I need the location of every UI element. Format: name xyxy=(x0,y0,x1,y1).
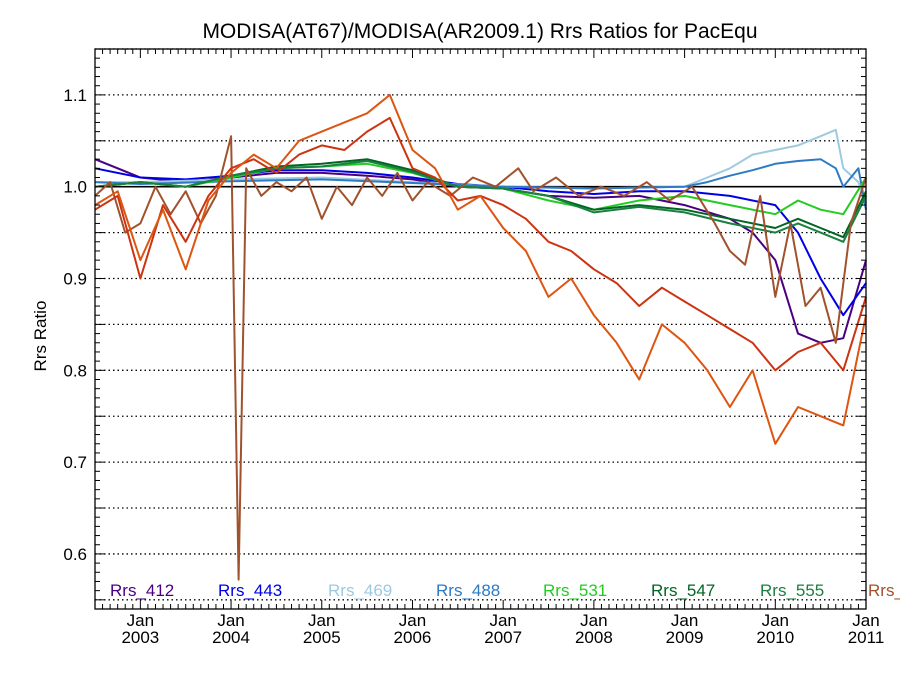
y-tick-label: 0.7 xyxy=(63,453,87,472)
series-line-rrs- xyxy=(94,135,867,581)
legend-entry-rrs-443: Rrs_443 xyxy=(218,581,282,600)
legend-entry-rrs-547: Rrs_547 xyxy=(651,581,715,600)
y-tick-label: 0.9 xyxy=(63,270,87,289)
x-tick-label-month: Jan xyxy=(580,611,607,630)
y-tick-label: 0.6 xyxy=(63,545,87,564)
x-tick-labels: Jan2003Jan2004Jan2005Jan2006Jan2007Jan20… xyxy=(121,611,884,647)
x-tick-label-month: Jan xyxy=(308,611,335,630)
x-tick-label-year: 2004 xyxy=(212,628,250,647)
series-line-rrs-555 xyxy=(94,160,867,243)
legend-entry-rrs-: Rrs_ xyxy=(868,581,900,600)
x-tick-label-year: 2011 xyxy=(848,628,885,647)
x-tick-label-month: Jan xyxy=(399,611,426,630)
legend-entry-rrs-412: Rrs_412 xyxy=(110,581,174,600)
x-tick-label-year: 2006 xyxy=(394,628,432,647)
plot-frame xyxy=(94,48,867,610)
x-tick-label-year: 2010 xyxy=(756,628,794,647)
legend: Rrs_412 Rrs_443 Rrs_469 Rrs_488 Rrs_531 Rrs_5… xyxy=(110,581,900,600)
y-tick-label: 0.8 xyxy=(63,361,87,380)
y-tick-labels: 0.6 0.7 0.8 0.9 1.0 1.1 xyxy=(63,86,87,564)
x-tick-label-month: Jan xyxy=(127,611,154,630)
series-line-unlabeled-9 xyxy=(94,93,867,445)
x-tick-label-month: Jan xyxy=(489,611,516,630)
x-tick-label-year: 2007 xyxy=(484,628,522,647)
x-tick-label-month: Jan xyxy=(852,611,879,630)
x-tick-label-year: 2009 xyxy=(666,628,704,647)
x-tick-label-year: 2008 xyxy=(575,628,613,647)
legend-entry-rrs-555: Rrs_555 xyxy=(760,581,824,600)
axes-frame xyxy=(94,48,867,610)
x-tick-label-month: Jan xyxy=(671,611,698,630)
legend-entry-rrs-531: Rrs_531 xyxy=(543,581,607,600)
x-tick-label-month: Jan xyxy=(762,611,789,630)
chart-title: MODISA(AT67)/MODISA(AR2009.1) Rrs Ratios… xyxy=(202,20,757,43)
grid-lines xyxy=(95,48,866,601)
series-group xyxy=(94,93,867,581)
legend-entry-rrs-469: Rrs_469 xyxy=(328,581,392,600)
series-line-rrs-531 xyxy=(94,162,867,216)
y-tick-label: 1.1 xyxy=(63,86,87,105)
x-tick-label-month: Jan xyxy=(217,611,244,630)
x-tick-label-year: 2005 xyxy=(303,628,341,647)
y-axis-label: Rrs Ratio xyxy=(31,301,50,372)
y-tick-label: 1.0 xyxy=(63,178,87,197)
legend-entry-rrs-488: Rrs_488 xyxy=(436,581,500,600)
x-tick-label-year: 2003 xyxy=(121,628,159,647)
